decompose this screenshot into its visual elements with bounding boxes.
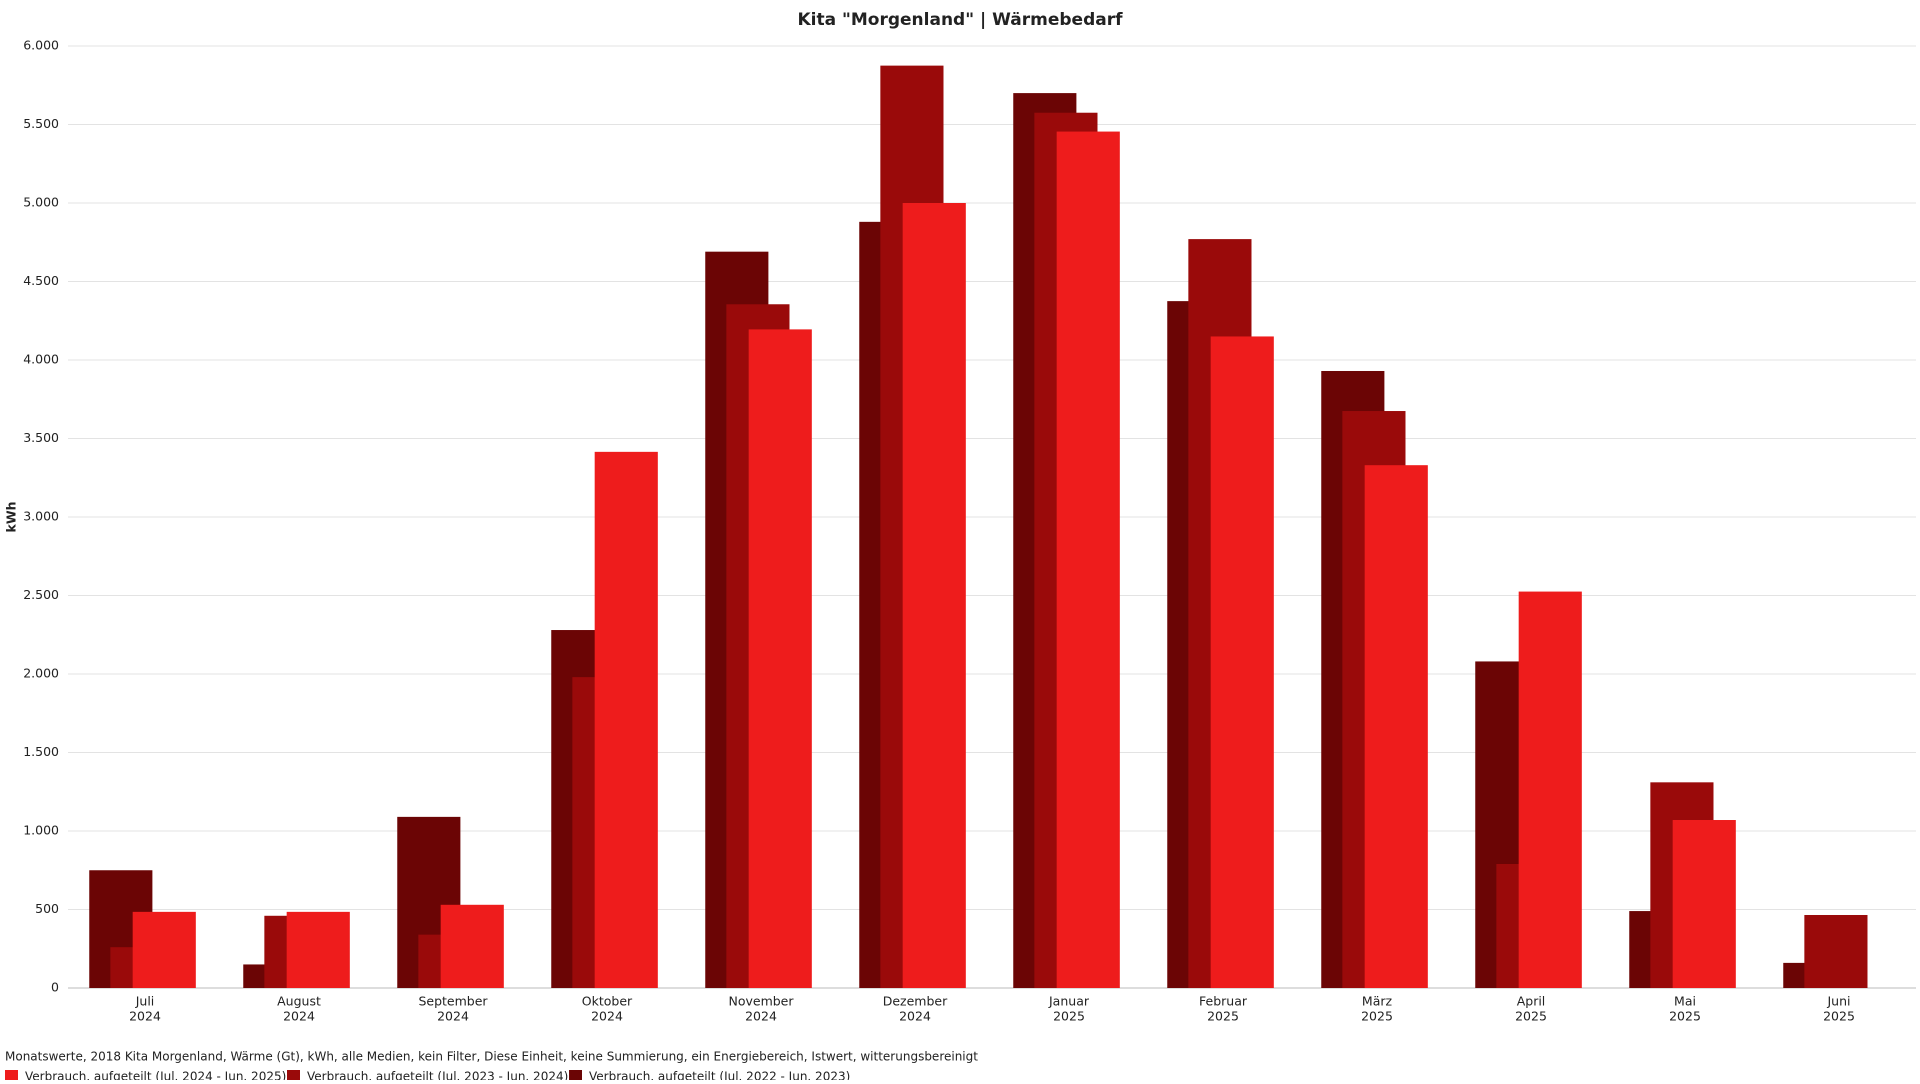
legend-label: Verbrauch, aufgeteilt (Jul. 2022 - Jun. … bbox=[589, 1070, 850, 1081]
x-tick-label: April bbox=[1517, 994, 1546, 1009]
y-tick-label: 6.000 bbox=[23, 38, 59, 53]
bar bbox=[1210, 336, 1274, 988]
x-tick-label: 2024 bbox=[283, 1009, 315, 1024]
bar bbox=[132, 911, 196, 988]
y-tick-label: 5.000 bbox=[23, 195, 59, 210]
x-tick-label: November bbox=[728, 994, 794, 1009]
y-tick-label: 1.000 bbox=[23, 823, 59, 838]
y-tick-label: 3.000 bbox=[23, 509, 59, 524]
legend-label: Verbrauch, aufgeteilt (Jul. 2024 - Jun. … bbox=[25, 1070, 286, 1081]
subtitle: Monatswerte, 2018 Kita Morgenland, Wärme… bbox=[5, 1050, 978, 1064]
bar bbox=[1518, 591, 1582, 988]
x-tick-label: Mai bbox=[1674, 994, 1696, 1009]
y-tick-label: 1.500 bbox=[23, 744, 59, 759]
x-tick-label: Juni bbox=[1826, 994, 1850, 1009]
bar bbox=[286, 911, 350, 988]
y-axis-label: kWh bbox=[4, 502, 19, 533]
x-tick-label: 2024 bbox=[129, 1009, 161, 1024]
y-tick-label: 4.500 bbox=[23, 273, 59, 288]
x-tick-label: Oktober bbox=[582, 994, 633, 1009]
bar bbox=[1804, 914, 1868, 988]
x-tick-label: Februar bbox=[1199, 994, 1248, 1009]
legend-swatch bbox=[287, 1070, 300, 1083]
x-tick-label: 2025 bbox=[1207, 1009, 1239, 1024]
x-tick-label: August bbox=[277, 994, 321, 1009]
x-tick-label: März bbox=[1362, 994, 1393, 1009]
y-tick-label: 2.500 bbox=[23, 587, 59, 602]
x-tick-label: 2025 bbox=[1669, 1009, 1701, 1024]
bar bbox=[748, 329, 812, 988]
x-tick-label: 2025 bbox=[1515, 1009, 1547, 1024]
x-tick-label: 2025 bbox=[1053, 1009, 1085, 1024]
y-tick-label: 2.000 bbox=[23, 666, 59, 681]
legend-label: Verbrauch, aufgeteilt (Jul. 2023 - Jun. … bbox=[307, 1070, 568, 1081]
x-tick-label: September bbox=[418, 994, 488, 1009]
y-tick-label: 5.500 bbox=[23, 116, 59, 131]
x-tick-label: Januar bbox=[1048, 994, 1090, 1009]
x-tick-label: Juli bbox=[135, 994, 155, 1009]
chart-title: Kita "Morgenland" | Wärmebedarf bbox=[798, 10, 1124, 30]
bar bbox=[1672, 820, 1736, 988]
legend-swatch bbox=[569, 1070, 582, 1083]
x-tick-label: 2025 bbox=[1823, 1009, 1855, 1024]
y-tick-label: 3.500 bbox=[23, 430, 59, 445]
bar bbox=[902, 203, 966, 988]
x-tick-label: 2024 bbox=[437, 1009, 469, 1024]
bar bbox=[1364, 465, 1428, 988]
y-tick-label: 500 bbox=[35, 901, 59, 916]
bar bbox=[1056, 131, 1120, 988]
legend-swatch bbox=[5, 1070, 18, 1083]
x-tick-label: 2025 bbox=[1361, 1009, 1393, 1024]
x-tick-label: 2024 bbox=[591, 1009, 623, 1024]
y-tick-label: 0 bbox=[51, 980, 59, 995]
x-tick-label: 2024 bbox=[899, 1009, 931, 1024]
bar bbox=[440, 904, 504, 988]
y-tick-label: 4.000 bbox=[23, 352, 59, 367]
x-tick-label: Dezember bbox=[883, 994, 948, 1009]
x-tick-label: 2024 bbox=[745, 1009, 777, 1024]
bar bbox=[594, 451, 658, 989]
